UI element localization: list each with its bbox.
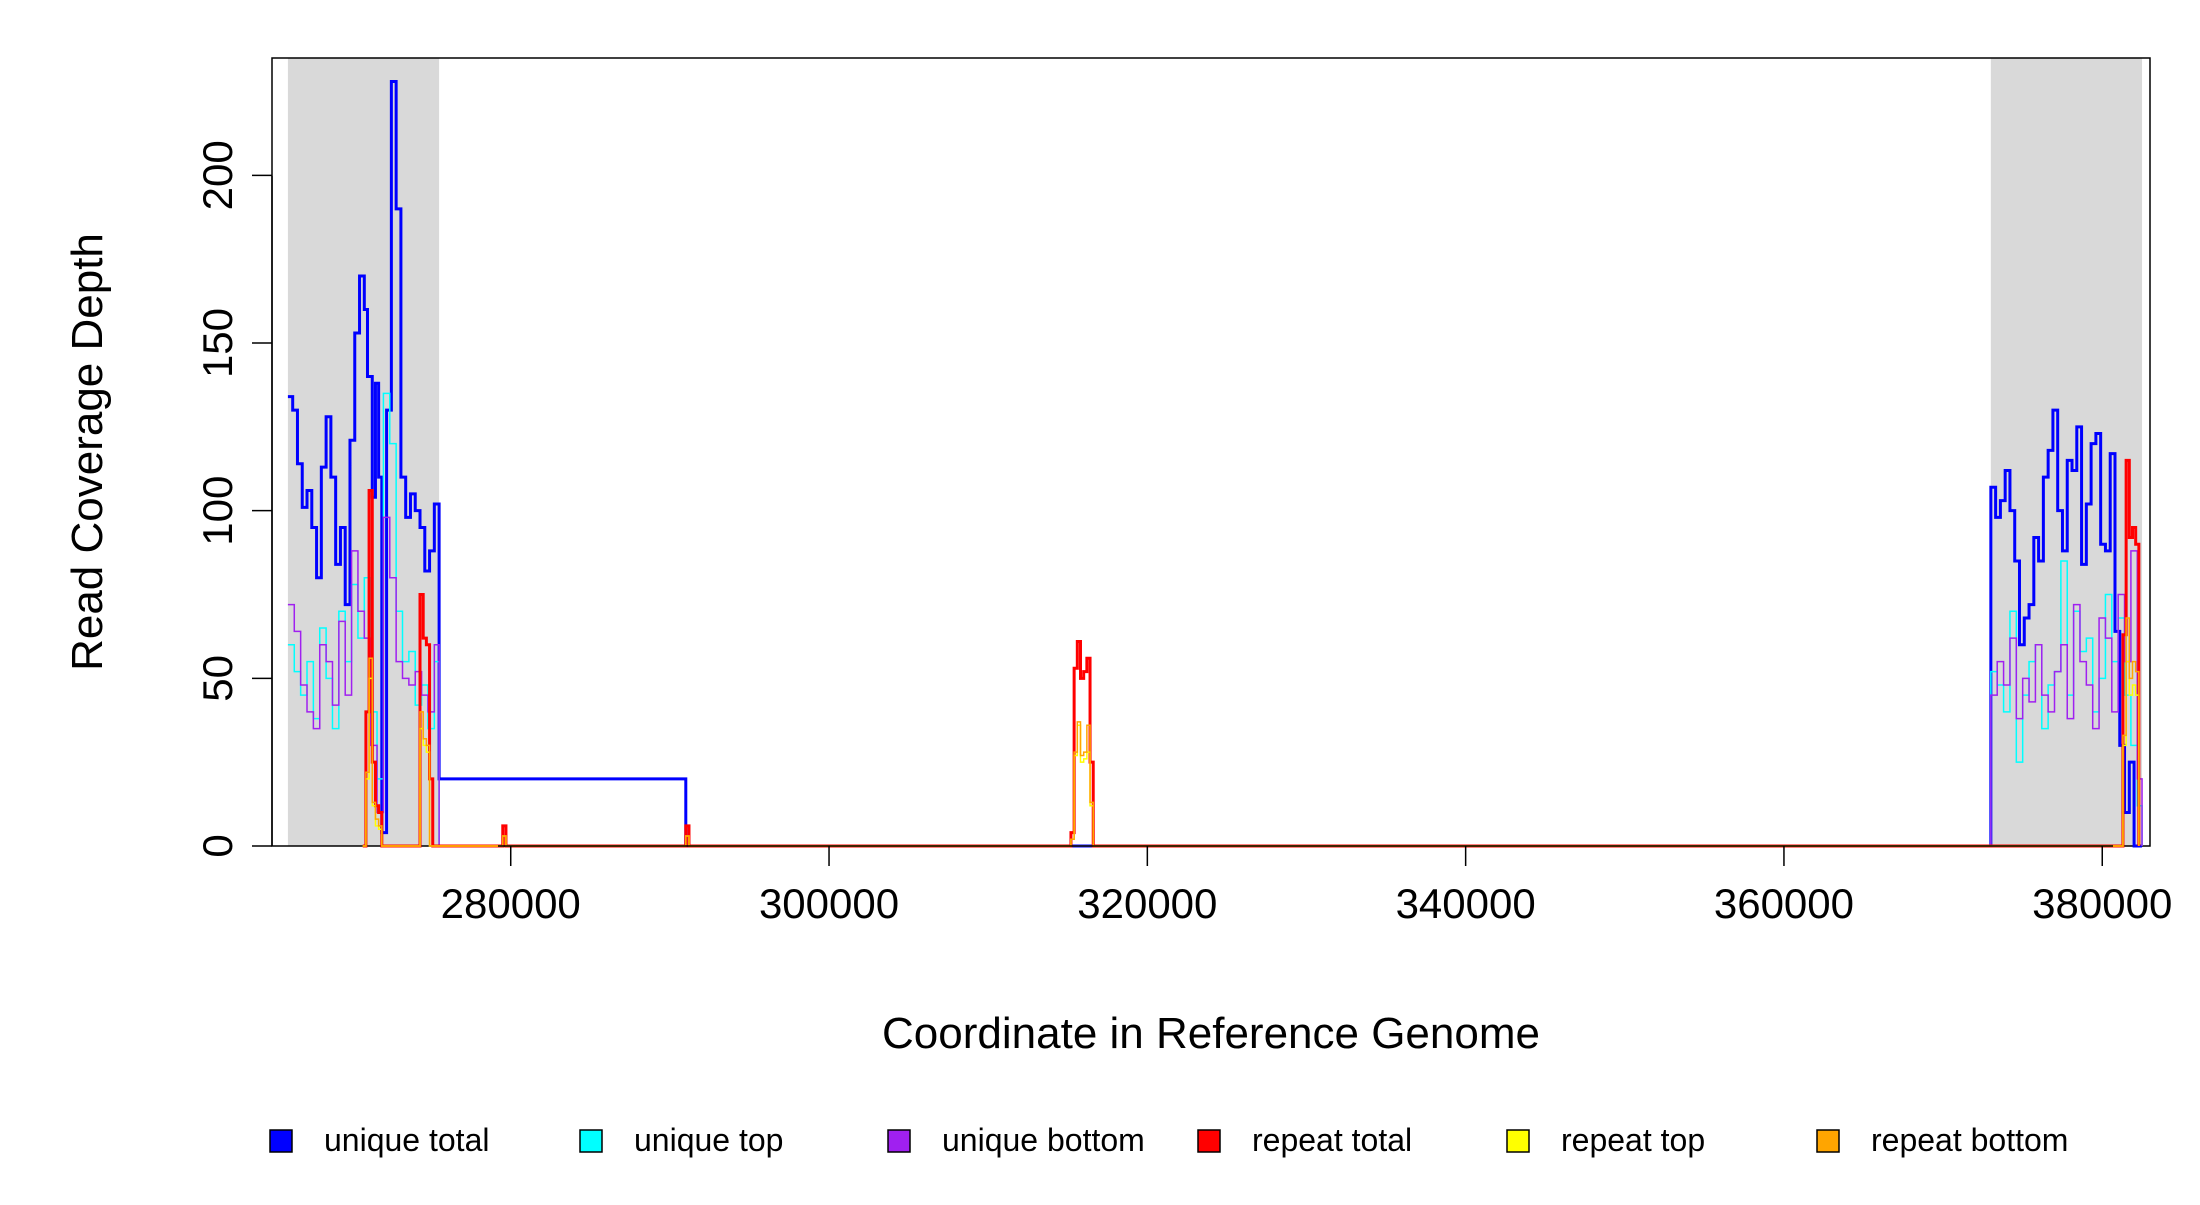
series-line-6 <box>362 617 2140 847</box>
x-tick-label-5: 360000 <box>1714 880 1854 927</box>
series-lines <box>287 79 2143 848</box>
legend-label-2: unique top <box>634 1122 783 1158</box>
x-axis-label: Coordinate in Reference Genome <box>882 1009 1540 1058</box>
legend-swatch-5 <box>1506 1129 1530 1153</box>
y-ticks: 0 50 100 150 200 <box>194 140 272 858</box>
x-ticks: 280000 300000 320000 340000 360000 380000 <box>441 846 2172 927</box>
series-line-4 <box>362 458 2141 848</box>
shaded-region-1 <box>287 58 440 846</box>
y-tick-label-4: 150 <box>194 308 241 378</box>
legend-label-4: repeat total <box>1252 1122 1412 1158</box>
y-tick-label-2: 50 <box>194 655 241 702</box>
legend-swatch-1 <box>269 1129 293 1153</box>
x-tick-label-3: 320000 <box>1077 880 1217 927</box>
shaded-regions <box>287 58 2143 846</box>
y-tick-label-1: 0 <box>194 834 241 857</box>
x-tick-label-4: 340000 <box>1396 880 1536 927</box>
y-tick-label-3: 100 <box>194 476 241 546</box>
x-tick-label-2: 300000 <box>759 880 899 927</box>
legend-label-3: unique bottom <box>942 1122 1145 1158</box>
legend-label-5: repeat top <box>1561 1122 1705 1158</box>
legend-swatch-4 <box>1197 1129 1221 1153</box>
plot-frame <box>271 57 2151 847</box>
legend-label-6: repeat bottom <box>1871 1122 2068 1158</box>
legend: unique total unique top unique bottom repea… <box>269 1122 2068 1158</box>
x-tick-label-6: 380000 <box>2032 880 2172 927</box>
y-axis-label: Read Coverage Depth <box>63 233 112 671</box>
y-tick-label-5: 200 <box>194 140 241 210</box>
series-line-1 <box>287 79 2143 848</box>
series-line-3 <box>287 516 2143 847</box>
legend-swatch-6 <box>1816 1129 1840 1153</box>
legend-label-1: unique total <box>324 1122 489 1158</box>
legend-swatch-2 <box>579 1129 603 1153</box>
series-line-5 <box>362 660 2140 847</box>
x-tick-label-1: 280000 <box>441 880 581 927</box>
legend-swatch-3 <box>887 1129 911 1153</box>
